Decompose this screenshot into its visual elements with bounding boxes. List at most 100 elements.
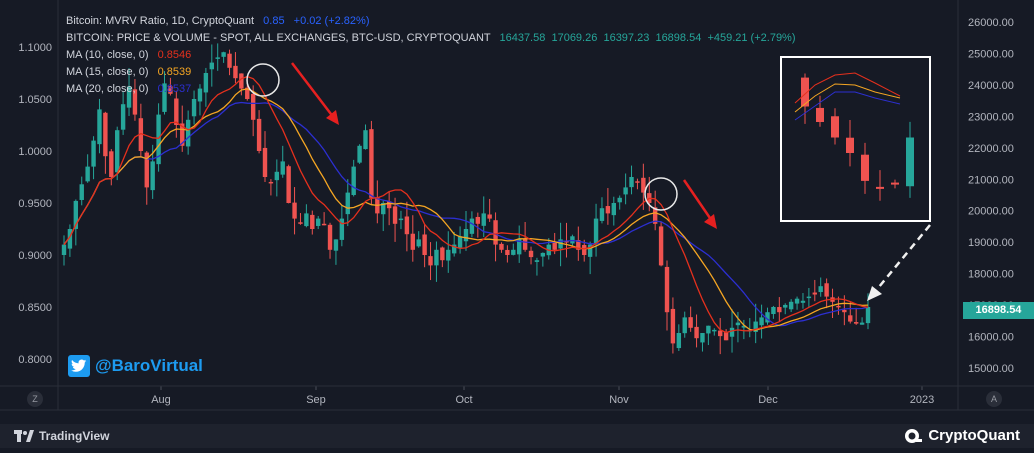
candle-body xyxy=(97,109,102,145)
tradingview-icon xyxy=(14,430,34,442)
left-tick-label: 1.0000 xyxy=(18,146,52,158)
cryptoquant-logo: CryptoQuant xyxy=(904,427,1020,444)
moving-averages xyxy=(63,75,869,334)
candle-body xyxy=(522,238,528,250)
candle-body xyxy=(250,93,256,120)
candle-body xyxy=(582,244,587,255)
candle-body xyxy=(316,218,321,226)
candle-body xyxy=(812,292,817,295)
candle-body xyxy=(446,249,451,261)
ma15-value: 0.8539 xyxy=(157,66,192,78)
candle-body xyxy=(333,239,339,251)
candle-body xyxy=(505,249,510,255)
candle-body xyxy=(806,296,812,299)
btc-title: BITCOIN: PRICE & VOLUME - SPOT, ALL EXCH… xyxy=(66,32,491,44)
candle-body xyxy=(274,171,280,181)
candle-body xyxy=(203,73,209,93)
candle-body xyxy=(392,206,398,224)
candle-body xyxy=(227,53,232,68)
candle-body xyxy=(534,260,540,262)
tradingview-label: TradingView xyxy=(39,429,110,443)
candle-body xyxy=(511,249,516,255)
candle-body xyxy=(481,213,486,226)
candle-body xyxy=(729,327,735,337)
x-tick-label: Dec xyxy=(758,394,778,406)
candle-body xyxy=(103,112,108,157)
candle-body xyxy=(345,192,350,215)
ma15-line xyxy=(63,88,869,331)
candle-body xyxy=(280,161,285,175)
auto-scale-button[interactable]: A xyxy=(986,391,1002,407)
candle-body xyxy=(558,239,563,249)
candle-body xyxy=(853,322,859,324)
candle-body xyxy=(304,213,309,227)
candle-body xyxy=(428,256,433,266)
ma20-label: MA (20, close, 0) xyxy=(66,83,149,95)
right-tick-label: 15000.00 xyxy=(968,363,1014,375)
right-tick-label: 21000.00 xyxy=(968,174,1014,186)
candle-body xyxy=(191,99,197,117)
candle-body xyxy=(676,333,682,349)
tradingview-logo[interactable]: TradingView xyxy=(14,429,109,443)
candle-body xyxy=(605,206,611,214)
candle-body xyxy=(150,161,155,191)
candle-body xyxy=(357,145,362,163)
candle-body xyxy=(215,57,220,59)
candle-body xyxy=(174,98,179,125)
candle-body xyxy=(120,104,126,130)
candle-body xyxy=(576,240,581,250)
zoom-inset xyxy=(780,56,931,222)
cryptoquant-label: CryptoQuant xyxy=(928,427,1020,444)
left-tick-label: 1.1000 xyxy=(18,42,52,54)
candle-body xyxy=(617,197,622,203)
candle-body xyxy=(416,239,421,247)
ma10-line xyxy=(63,75,869,334)
candle-body xyxy=(771,307,776,315)
x-tick-label: Aug xyxy=(151,394,171,406)
candle-body xyxy=(109,151,114,177)
timezone-button[interactable]: Z xyxy=(27,391,43,407)
candle-body xyxy=(310,214,315,229)
candle-body xyxy=(788,301,794,310)
legend-ma10: MA (10, close, 0) 0.8546 xyxy=(66,47,796,64)
candle-body xyxy=(469,218,475,234)
x-axis: Aug Sep Oct Nov Dec 2023 xyxy=(151,386,934,406)
candle-body xyxy=(239,73,244,89)
candle-body xyxy=(741,325,747,328)
candle-body xyxy=(463,229,469,242)
candle-body xyxy=(641,177,646,193)
candle-body xyxy=(682,317,687,334)
candle-body xyxy=(759,317,764,326)
down-arrow-1 xyxy=(291,62,339,125)
candle-body xyxy=(168,86,173,94)
candle-body xyxy=(652,207,658,224)
candle-body xyxy=(451,244,457,254)
candle-body xyxy=(327,224,333,250)
mvrv-value: 0.85 xyxy=(263,15,285,27)
candle-body xyxy=(818,286,823,293)
candle-body xyxy=(132,89,138,115)
inset-ma-line xyxy=(794,91,901,121)
candle-body xyxy=(700,333,705,343)
candle-body xyxy=(635,181,640,183)
candle-body xyxy=(836,305,841,308)
left-tick-label: 0.8500 xyxy=(18,302,52,314)
inset-candle-body xyxy=(816,107,824,122)
inset-ma-line xyxy=(794,72,901,104)
candle-body xyxy=(848,315,853,322)
ma10-value: 0.8546 xyxy=(157,49,192,61)
candle-body xyxy=(593,218,599,244)
candle-body xyxy=(209,62,214,70)
candle-body xyxy=(197,88,203,102)
candle-body xyxy=(457,236,463,248)
top-circle-1 xyxy=(246,63,280,97)
candle-body xyxy=(245,87,250,99)
candle-body xyxy=(351,166,356,196)
candle-body xyxy=(91,140,96,167)
x-tick-label: Sep xyxy=(306,394,326,406)
candle-body xyxy=(138,118,144,151)
candle-body xyxy=(611,203,616,216)
candle-body xyxy=(670,308,676,344)
legend-ma20: MA (20, close, 0) 0.8537 xyxy=(66,81,796,98)
